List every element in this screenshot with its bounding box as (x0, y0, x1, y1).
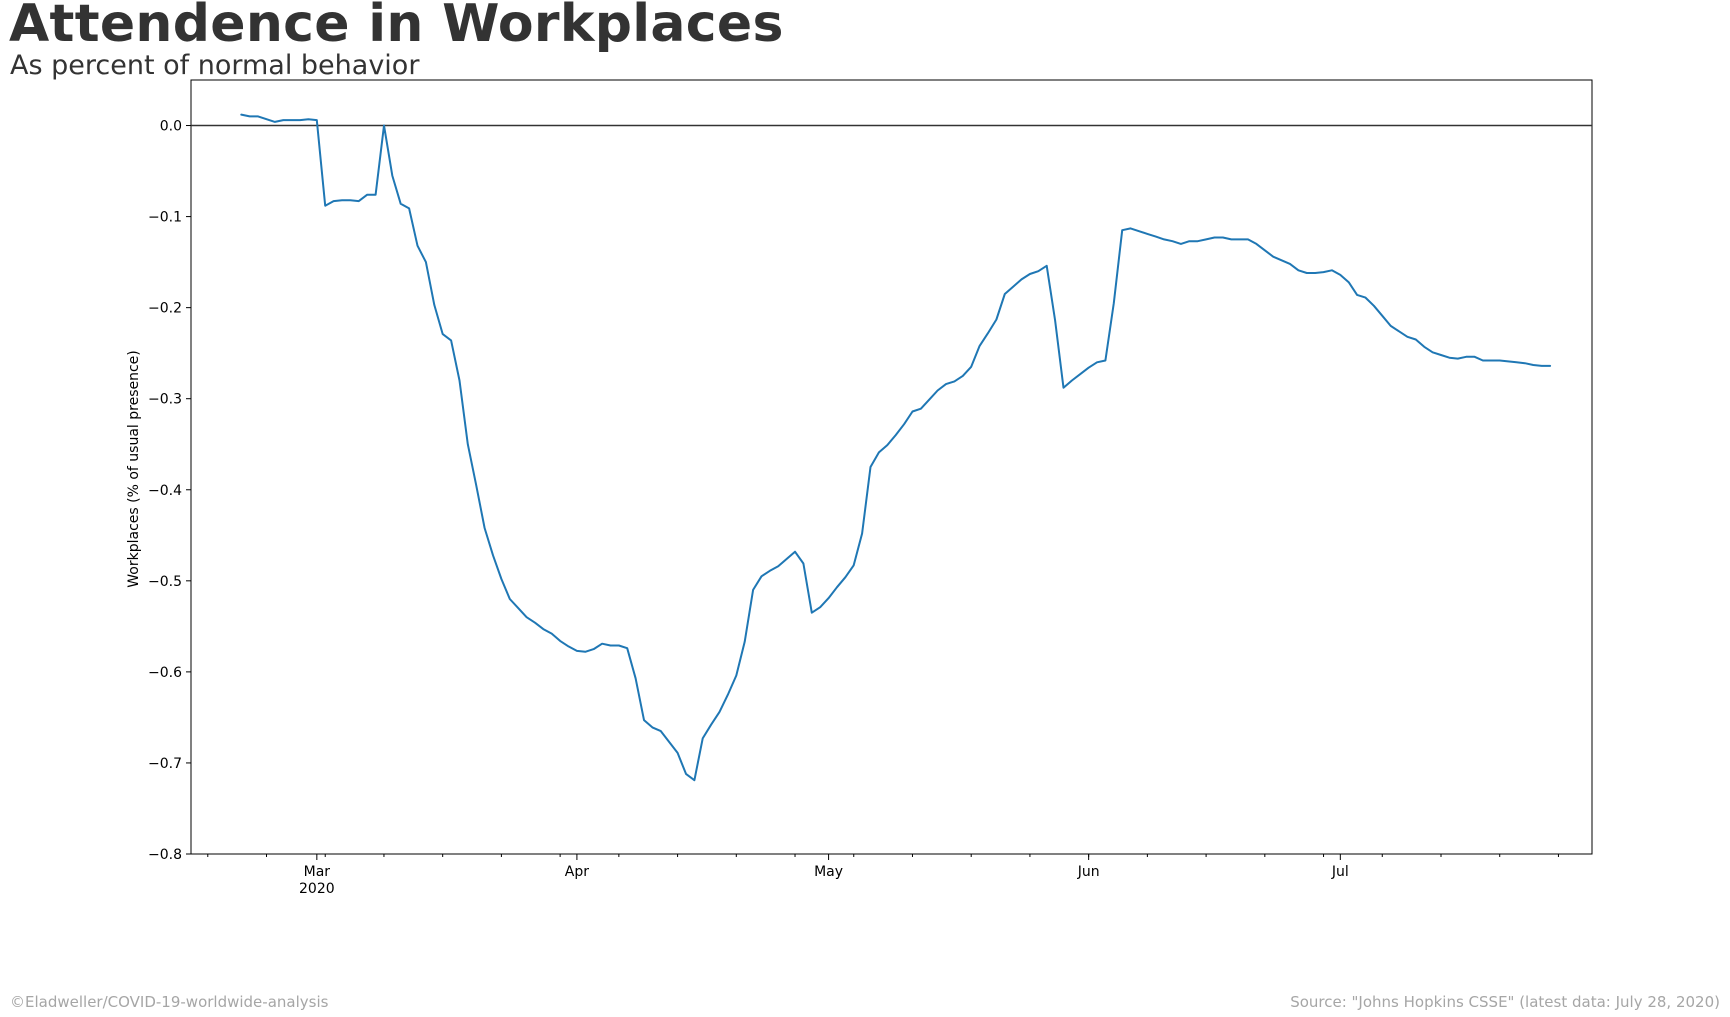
y-tick-label: −0.7 (148, 756, 182, 772)
y-tick-label: −0.2 (148, 301, 182, 317)
y-tick-label: −0.5 (148, 574, 182, 590)
x-tick-label: Mar (304, 864, 331, 880)
x-tick-label: Jun (1077, 864, 1100, 880)
plot-frame (190, 79, 1593, 855)
x-tick-label: Jul (1331, 864, 1349, 880)
y-tick-label: 0.0 (160, 119, 182, 135)
x-tick-label: May (814, 864, 843, 880)
x-tick-label: Apr (565, 864, 589, 880)
y-tick-label: −0.4 (148, 483, 182, 499)
y-tick-label: −0.6 (148, 665, 182, 681)
chart-title: Attendence in Workplaces (9, 0, 784, 54)
y-tick-label: −0.1 (148, 210, 182, 226)
series-line-workplaces (240, 113, 1552, 782)
footer-source: Source: "Johns Hopkins CSSE" (latest dat… (1290, 993, 1720, 1011)
footer-credit: ©Eladweller/COVID-19-worldwide-analysis (10, 993, 329, 1011)
x-tick-sublabel: 2020 (299, 881, 335, 897)
y-tick-label: −0.8 (148, 847, 182, 863)
chart-subtitle: As percent of normal behavior (10, 50, 420, 81)
y-axis-label: Workplaces (% of usual presence) (126, 350, 142, 587)
y-tick-label: −0.3 (148, 392, 182, 408)
